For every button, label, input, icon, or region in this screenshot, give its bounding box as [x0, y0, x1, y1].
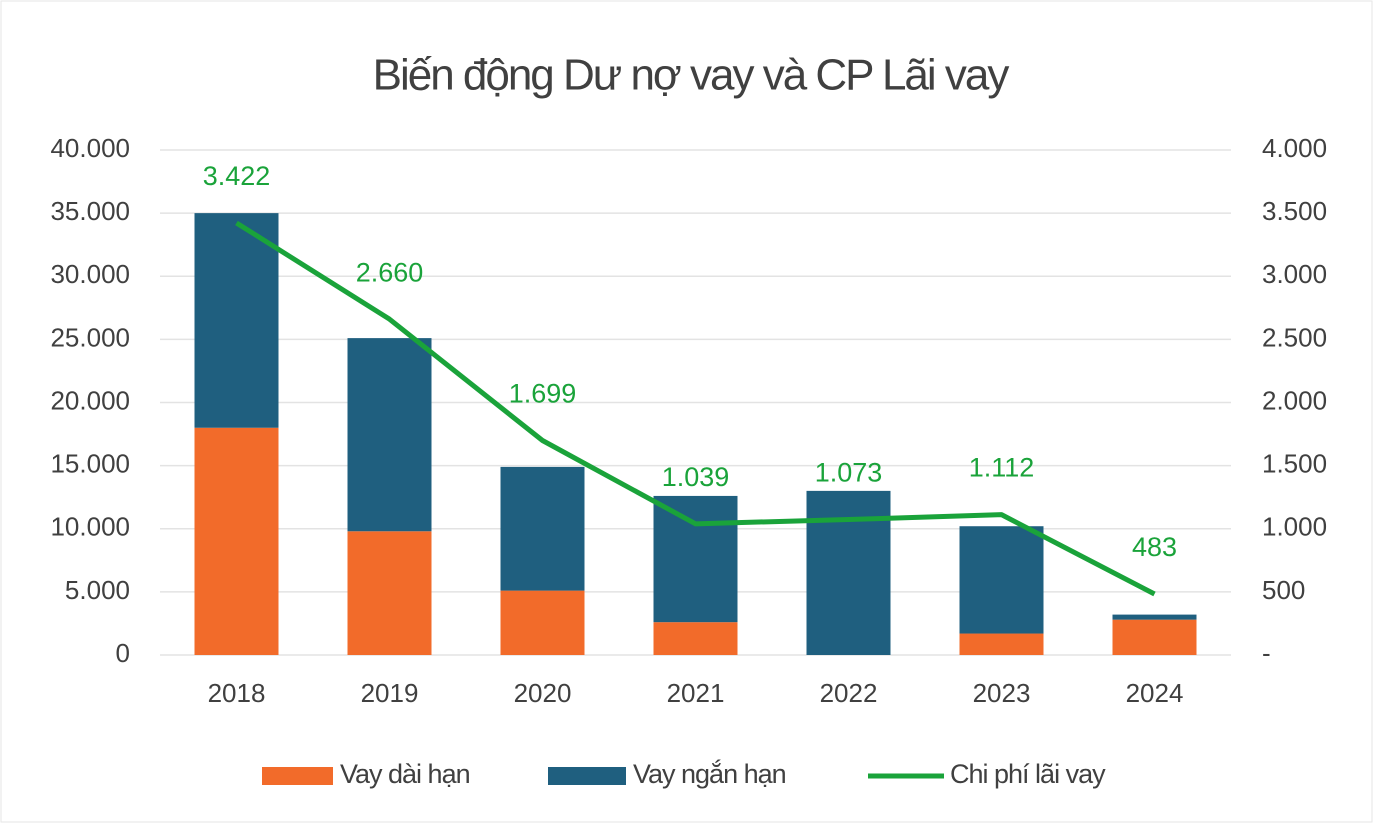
y2-tick-label: - [1262, 638, 1271, 668]
bar [500, 590, 585, 655]
legend-label: Vay ngắn hạn [633, 758, 786, 789]
x-tick-label: 2019 [361, 678, 419, 708]
line [235, 220, 1156, 597]
y2-tick-label: 3.000 [1262, 259, 1327, 289]
x-tick-label: 2022 [820, 678, 878, 708]
legend-swatch [262, 767, 333, 785]
bar [959, 526, 1044, 634]
y-tick-label: 40.000 [50, 133, 130, 163]
y-tick-label: 5.000 [65, 575, 130, 605]
y-tick-label: 0 [116, 638, 130, 668]
y2-tick-label: 4.000 [1262, 133, 1327, 163]
chart-title: Biến động Dư nợ vay và CP Lãi vay [373, 51, 1010, 100]
x-tick-label: 2018 [208, 678, 266, 708]
x-tick-label: 2023 [973, 678, 1031, 708]
data-label: 1.699 [509, 379, 577, 409]
data-label: 2.660 [356, 257, 424, 287]
x-tick-label: 2024 [1126, 678, 1184, 708]
y2-tick-label: 2.500 [1262, 322, 1327, 352]
bar [1112, 619, 1197, 655]
bar [1112, 614, 1197, 620]
y2-tick-label: 3.500 [1262, 196, 1327, 226]
legend-label: Chi phí lãi vay [950, 759, 1106, 789]
y-tick-label: 25.000 [50, 322, 130, 352]
y2-tick-label: 500 [1262, 575, 1305, 605]
bar [347, 338, 432, 532]
bar [959, 633, 1044, 655]
bar [194, 427, 279, 655]
data-label: 1.073 [815, 458, 883, 488]
y-tick-label: 30.000 [50, 259, 130, 289]
bar [653, 495, 738, 623]
bar [347, 531, 432, 655]
data-label: 1.039 [662, 462, 730, 492]
y-tick-label: 10.000 [50, 512, 130, 542]
y2-tick-label: 2.000 [1262, 385, 1327, 415]
bar [500, 466, 585, 591]
y-tick-label: 20.000 [50, 385, 130, 415]
y-tick-label: 15.000 [50, 449, 130, 479]
bar [194, 213, 279, 428]
data-label: 483 [1132, 532, 1177, 562]
legend-swatch [548, 767, 626, 785]
y2-tick-label: 1.500 [1262, 449, 1327, 479]
data-label: 1.112 [969, 453, 1035, 483]
x-tick-label: 2021 [667, 678, 725, 708]
x-tick-label: 2020 [514, 678, 572, 708]
bar [653, 622, 738, 655]
legend-label: Vay dài hạn [340, 759, 470, 789]
data-label: 3.422 [203, 161, 271, 191]
y-tick-label: 35.000 [50, 196, 130, 226]
bar [806, 490, 891, 655]
y2-tick-label: 1.000 [1262, 512, 1327, 542]
